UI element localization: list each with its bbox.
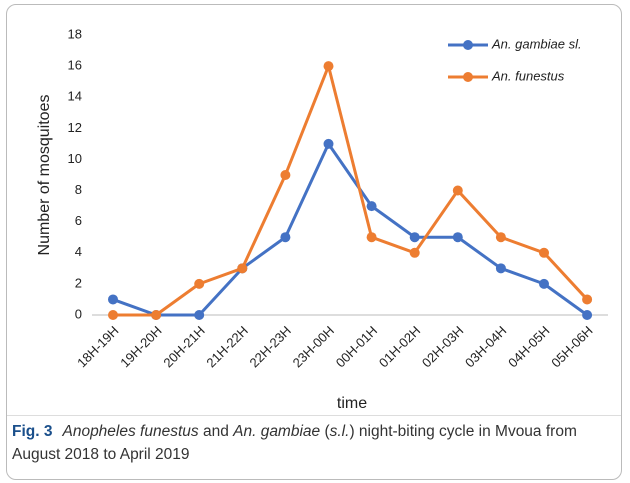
data-point	[108, 294, 118, 305]
y-tick-label: 0	[75, 306, 82, 321]
y-tick-label: 2	[75, 275, 82, 290]
data-point	[452, 185, 463, 196]
caption-text: ) night-biting cycle in Mvoua from Augus…	[12, 423, 581, 463]
y-axis-title: Number of mosquitoes	[36, 95, 53, 256]
legend-label: An. funestus	[491, 68, 565, 83]
x-tick-label: 22H-23H	[247, 323, 294, 370]
data-point	[237, 263, 248, 274]
caption: Fig. 3 Anopheles funestus and An. gambiae…	[12, 420, 612, 466]
data-point	[539, 278, 549, 289]
y-tick-label: 4	[75, 244, 82, 259]
x-tick-label: 03H-04H	[462, 323, 509, 370]
legend-label: An. gambiae sl.	[491, 36, 582, 51]
data-point	[366, 201, 377, 212]
x-tick-label: 19H-20H	[117, 323, 164, 370]
data-point	[151, 310, 162, 320]
y-tick-label: 16	[68, 58, 82, 73]
series-line	[113, 64, 589, 317]
data-point	[194, 310, 205, 320]
caption-text: An. gambiae	[233, 423, 321, 440]
caption-text: Anopheles funestus	[62, 423, 199, 440]
data-point	[280, 170, 291, 180]
y-tick-label: 6	[75, 213, 82, 228]
series-line	[112, 142, 588, 317]
x-tick-label: 20H-21H	[160, 323, 207, 370]
data-point	[409, 247, 420, 258]
x-tick-label: 00H-01H	[333, 323, 380, 370]
figure-frame	[6, 4, 622, 480]
data-point	[582, 294, 593, 305]
y-tick-label: 12	[68, 120, 82, 135]
data-point	[452, 232, 463, 243]
y-tick-label: 18	[68, 26, 82, 41]
x-tick-label: 04H-05H	[505, 323, 552, 370]
data-point	[280, 232, 291, 243]
data-point	[108, 310, 118, 320]
data-point	[323, 61, 334, 72]
caption-text: s.l.	[329, 423, 350, 440]
x-tick-label: 01H-02H	[376, 323, 423, 370]
data-point	[495, 232, 506, 243]
x-axis-title: time	[337, 395, 367, 412]
data-point	[323, 138, 334, 149]
y-tick-label: 8	[75, 182, 82, 197]
data-point	[194, 278, 205, 289]
data-point	[366, 232, 377, 243]
y-tick-label: 14	[68, 89, 82, 104]
chart: time Number of mosquitoes 0 2 4 6 8 10 12 14 16 1…	[6, 26, 622, 416]
data-point	[409, 232, 420, 243]
x-tick-label: 21H-22H	[203, 323, 250, 370]
y-tick-label: 10	[68, 151, 82, 166]
legend-marker	[463, 72, 473, 82]
caption-text: and	[198, 423, 234, 440]
x-tick-label: 18H-19H	[74, 323, 121, 370]
caption-text: (	[320, 423, 330, 440]
data-point	[539, 247, 549, 258]
data-point	[582, 310, 593, 320]
legend-marker	[463, 40, 473, 50]
data-point	[495, 263, 506, 274]
x-tick-label: 05H-06H	[548, 323, 595, 370]
caption-label: Fig. 3	[12, 423, 53, 440]
x-tick-label: 23H-00H	[290, 323, 337, 370]
x-tick-label: 02H-03H	[419, 323, 466, 370]
